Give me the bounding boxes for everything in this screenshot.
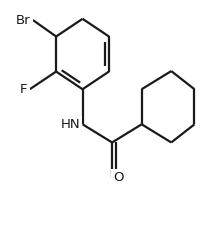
Text: HN: HN: [61, 118, 81, 131]
Text: F: F: [20, 83, 28, 96]
Text: Br: Br: [16, 14, 31, 26]
Text: O: O: [113, 171, 124, 184]
